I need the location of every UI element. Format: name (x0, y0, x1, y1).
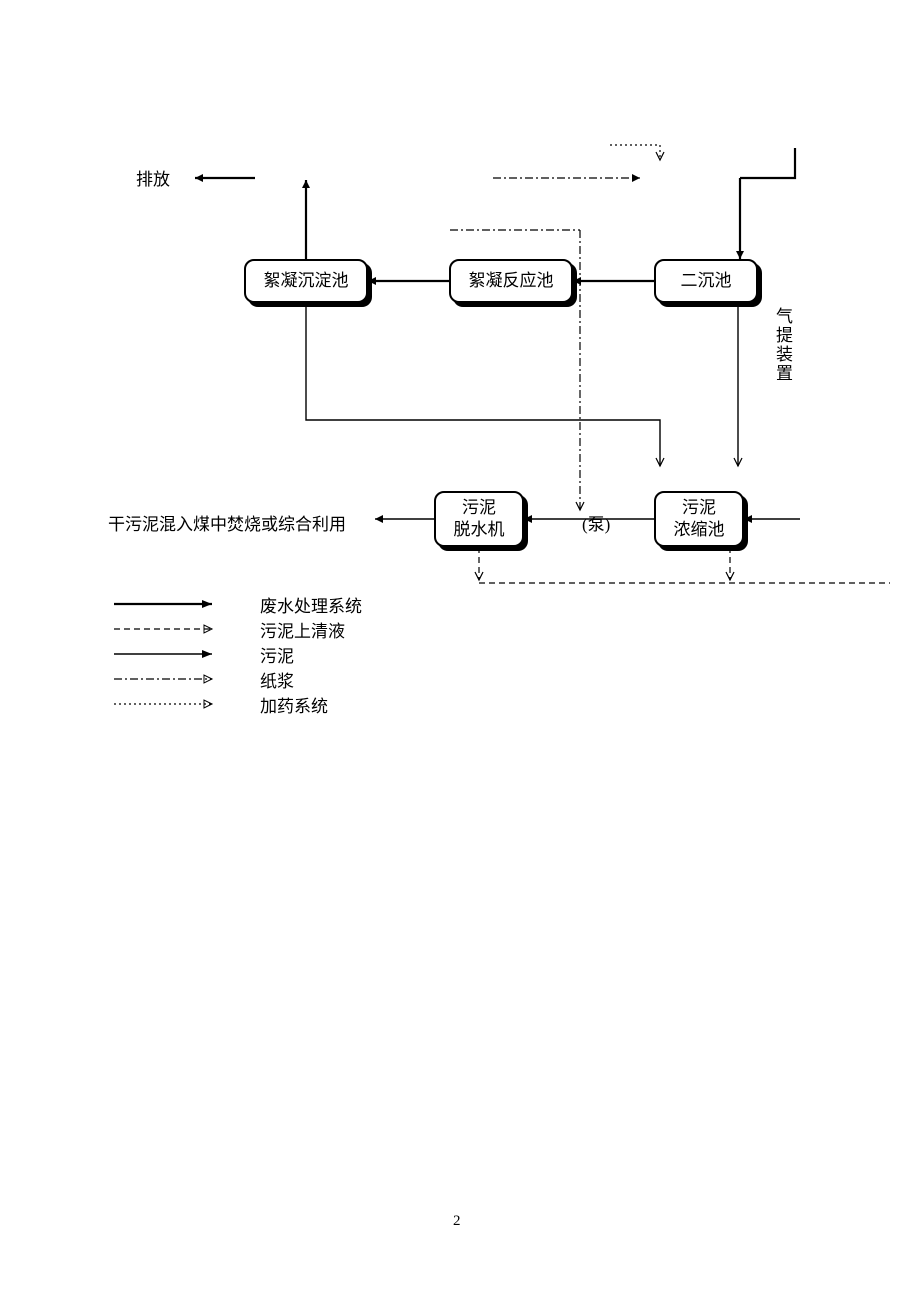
legend-text: 纸浆 (260, 667, 294, 692)
label-drysludge: 干污泥混入煤中焚烧或综合利用 (108, 510, 346, 535)
legend-row: 加药系统 (112, 693, 328, 715)
legend-row: 污泥上清液 (112, 618, 345, 640)
legend-line-icon (112, 643, 222, 665)
label-discharge: 排放 (136, 165, 170, 190)
node-n5: 污泥 浓缩池 (654, 491, 744, 547)
legend-text: 加药系统 (260, 692, 328, 717)
legend-text: 污泥上清液 (260, 617, 345, 642)
legend-text: 废水处理系统 (260, 592, 362, 617)
legend-row: 废水处理系统 (112, 593, 362, 615)
node-n2: 絮凝反应池 (449, 259, 573, 303)
diagram-canvas: 絮凝沉淀池 絮凝反应池 二沉池污泥 脱水机 污泥 浓缩池 排放 气提装置 (泵) 干污… (0, 0, 920, 1302)
edge-e_dotted_top (610, 145, 660, 160)
legend-line-icon (112, 618, 222, 640)
node-n1: 絮凝沉淀池 (244, 259, 368, 303)
node-n4: 污泥 脱水机 (434, 491, 524, 547)
legend-line-icon (112, 693, 222, 715)
label-pump: (泵) (582, 510, 610, 535)
legend-line-icon (112, 668, 222, 690)
legend-line-icon (112, 593, 222, 615)
legend-row: 纸浆 (112, 668, 294, 690)
page-number: 2 (453, 1213, 461, 1230)
legend-text: 污泥 (260, 642, 294, 667)
legend-row: 污泥 (112, 643, 294, 665)
node-n3: 二沉池 (654, 259, 758, 303)
edge-e_top_right_in (740, 148, 795, 178)
edge-e_n1_down_right (306, 303, 660, 466)
label-airlift: 气提装置 (770, 307, 795, 383)
